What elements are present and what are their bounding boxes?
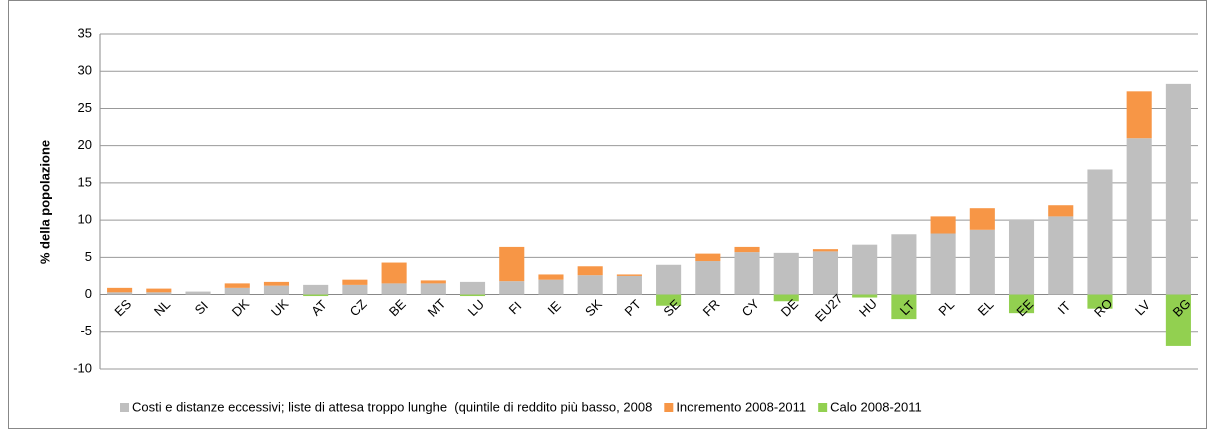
chart-border: [8, 0, 1207, 429]
bar-segment: [303, 294, 329, 297]
bar-segment: [1087, 169, 1113, 295]
legend-label: Incremento 2008-2011: [676, 399, 806, 414]
bar-segment: [381, 283, 407, 295]
y-tick-label: 0: [85, 286, 92, 301]
bar-segment: [185, 291, 211, 295]
bar-segment: [1126, 138, 1152, 295]
bar-segment: [459, 281, 486, 295]
bar-segment: [303, 284, 329, 295]
bar-segment: [734, 252, 760, 295]
y-tick-label: 35: [78, 25, 92, 40]
y-tick-label: 15: [78, 174, 92, 189]
bar-segment: [969, 229, 995, 295]
bar-segment: [656, 264, 682, 295]
bar-segment: [616, 275, 642, 295]
y-tick-label: 20: [78, 137, 92, 152]
bar-segment: [852, 244, 878, 295]
bar-segment: [695, 261, 721, 295]
bar-segment: [812, 249, 839, 252]
bar-segment: [852, 294, 878, 298]
bar-segment: [656, 294, 682, 306]
bar-segment: [224, 283, 250, 288]
bar-segment: [263, 285, 290, 295]
bar-segment: [263, 281, 290, 286]
legend-swatch: [120, 403, 129, 412]
bar-segment: [930, 216, 956, 234]
bar-segment: [420, 283, 446, 295]
bar-segment: [1008, 294, 1035, 314]
bar-segment: [773, 294, 799, 302]
legend-swatch: [664, 403, 674, 412]
y-tick-label: -5: [80, 323, 92, 338]
bar-segment: [224, 287, 250, 295]
y-tick-label: 25: [78, 100, 92, 115]
bar-segment: [342, 279, 368, 285]
bar-segment: [146, 288, 172, 293]
bar-segment: [538, 274, 564, 280]
bar-segment: [420, 280, 446, 284]
bar-segment: [1008, 219, 1035, 295]
y-tick-label: 30: [78, 63, 92, 78]
bar-segment: [538, 279, 564, 295]
bar-segment: [891, 294, 917, 320]
bar-segment: [499, 246, 525, 282]
bar-segment: [891, 234, 917, 295]
y-tick-label: -10: [73, 360, 92, 375]
bar-segment: [499, 281, 525, 295]
bar-segment: [969, 208, 995, 230]
bar-segment: [381, 262, 407, 284]
bar-segment: [1048, 205, 1074, 217]
bar-segment: [577, 275, 603, 295]
legend-label: Costi e distanze eccessivi; liste di att…: [132, 399, 652, 414]
bar-segment: [734, 246, 760, 253]
legend-label: Calo 2008-2011: [830, 399, 922, 414]
bar-segment: [146, 292, 172, 295]
y-tick-label: 5: [85, 249, 92, 264]
bar-segment: [459, 294, 486, 297]
bar-segment: [577, 266, 603, 276]
bar-segment: [773, 252, 799, 295]
bar-segment: [1165, 83, 1191, 295]
bar-segment: [1048, 216, 1074, 295]
bar-segment: [616, 274, 642, 276]
legend-swatch: [818, 403, 828, 412]
bar-segment: [342, 284, 368, 295]
bar-segment: [930, 233, 956, 295]
bar-segment: [1126, 91, 1152, 139]
bar-segment: [695, 253, 721, 262]
bar-segment: [1087, 294, 1113, 309]
bar-segment: [1165, 294, 1191, 346]
bar-segment: [812, 251, 839, 295]
bar-segment: [107, 287, 133, 293]
y-tick-label: 10: [78, 212, 92, 227]
bar-segment: [107, 292, 133, 295]
y-axis-label: % della popolazione: [37, 140, 52, 264]
